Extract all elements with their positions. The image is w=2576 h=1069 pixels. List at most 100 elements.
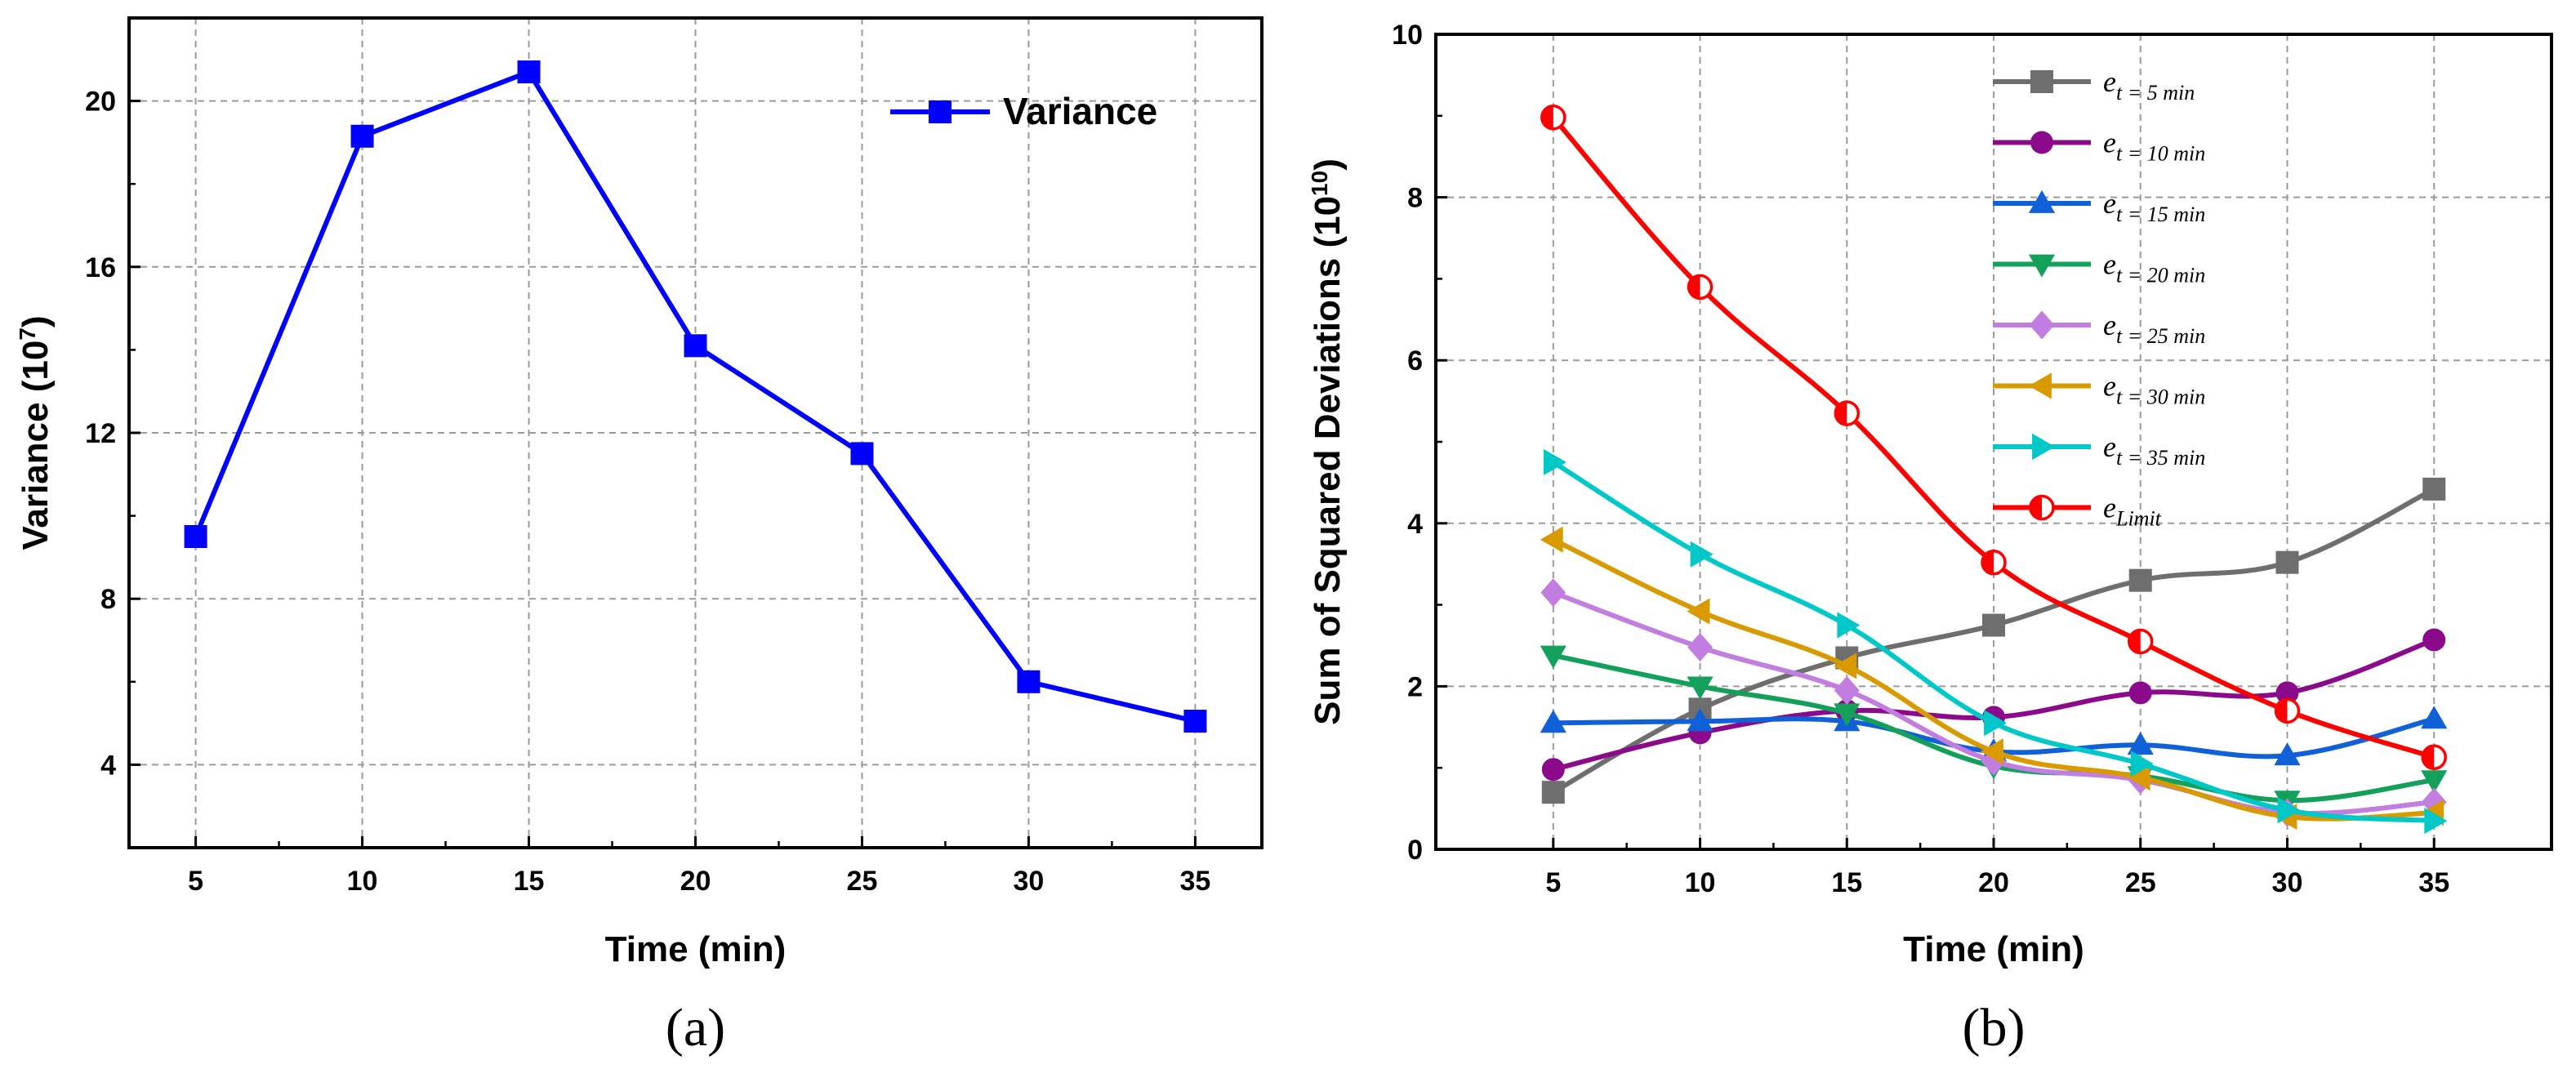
- legend-entry: et = 25 min: [1993, 309, 2205, 348]
- a-y-tick-label: 8: [100, 584, 116, 615]
- b-data-point: [1834, 675, 1860, 705]
- panel-a-ticks: 4 8 12 16 20 5 10 15 20 25 30 35: [85, 87, 1210, 897]
- b-data-point: [1834, 703, 1861, 727]
- panel-b-y-axis-title: Sum of Squared Deviations (1010): [1307, 158, 1348, 725]
- panel-a-label: (a): [666, 998, 725, 1058]
- legend-label: et = 25 min: [2103, 309, 2205, 348]
- legend-marker: [2032, 433, 2056, 461]
- b-data-point: [2274, 697, 2301, 724]
- a-x-tick-label: 35: [1179, 866, 1210, 897]
- legend-entry: et = 35 min: [1993, 430, 2205, 470]
- a-data-point: [684, 334, 707, 358]
- b-data-point: [2421, 770, 2448, 794]
- b-data-point: [1690, 541, 1714, 568]
- a-data-point: [1017, 670, 1041, 693]
- a-data-point: [184, 525, 207, 548]
- legend-entry: eLimit: [1993, 492, 2162, 531]
- b-data-point: [1540, 645, 1567, 669]
- panel-a-y-axis-title-close: ): [16, 315, 56, 327]
- a-data-point: [350, 124, 374, 148]
- b-x-tick-label: 15: [1831, 867, 1862, 898]
- legend-label-base: e: [2103, 492, 2116, 524]
- panel-b-y-axis-title-base: Sum of Squared Deviations (10: [1308, 196, 1348, 725]
- a-x-tick-label: 10: [347, 866, 378, 897]
- panel-a-y-axis-title-base: Variance (10: [16, 341, 56, 550]
- b-x-tick-label: 10: [1685, 867, 1716, 898]
- a-y-tick-label: 20: [85, 87, 116, 118]
- a-x-tick-label: 20: [680, 866, 711, 897]
- b-y-tick-label: 6: [1407, 345, 1423, 376]
- b-data-point: [1687, 598, 1710, 625]
- b-data-point: [1984, 710, 2008, 737]
- a-x-tick-label: 30: [1014, 866, 1045, 897]
- legend-label: Variance: [1003, 90, 1157, 132]
- b-data-point: [1834, 653, 1857, 679]
- b-x-tick-label: 5: [1545, 867, 1561, 898]
- b-data-point: [1982, 613, 2005, 637]
- legend-label-base: e: [2103, 370, 2116, 403]
- b-data-point: [2130, 751, 2154, 777]
- panel-b-y-axis-title-close: ): [1308, 158, 1348, 171]
- b-x-tick-label: 20: [1978, 867, 2009, 898]
- b-x-tick-label: 25: [2125, 867, 2156, 898]
- legend-label-subscript: t = 35 min: [2116, 446, 2205, 470]
- b-x-tick-label: 30: [2272, 867, 2303, 898]
- panel-a-y-axis-title-exponent: 7: [15, 327, 40, 341]
- b-data-point: [2127, 764, 2150, 791]
- panel-b-series: [1540, 105, 2448, 835]
- b-data-point: [1540, 578, 1567, 608]
- legend-label-base: e: [2103, 127, 2116, 159]
- b-data-point: [1687, 708, 1714, 732]
- b-data-point: [2127, 628, 2154, 655]
- legend-label: et = 5 min: [2103, 65, 2195, 105]
- b-data-point: [2422, 628, 2446, 652]
- b-data-point: [2277, 796, 2301, 824]
- b-data-point: [1541, 758, 1565, 782]
- b-data-point: [2424, 807, 2448, 835]
- legend-label-subscript: t = 30 min: [2116, 385, 2205, 409]
- legend-marker: [2030, 131, 2053, 154]
- b-data-point: [1980, 738, 2003, 765]
- b-data-point: [2275, 550, 2299, 574]
- legend-marker: [929, 100, 952, 123]
- legend-entry: et = 20 min: [1993, 248, 2205, 287]
- legend-entry: et = 10 min: [1993, 127, 2205, 166]
- legend-label-base: e: [2103, 65, 2116, 98]
- panel-b-y-axis-title-exponent: 10: [1307, 171, 1332, 196]
- panel-a-legend: Variance: [890, 90, 1157, 132]
- legend-label-subscript: t = 25 min: [2116, 324, 2205, 348]
- panel-a-y-axis-title: Variance (107): [15, 315, 56, 550]
- panel-a-series: [184, 60, 1207, 733]
- b-y-tick-label: 8: [1407, 183, 1423, 214]
- legend-label-base: e: [2103, 309, 2116, 341]
- legend-marker: [2028, 189, 2056, 213]
- legend-marker: [2029, 310, 2055, 340]
- legend-label-subscript: t = 20 min: [2116, 264, 2205, 287]
- b-data-point: [2422, 477, 2446, 501]
- b-data-point: [1540, 710, 1567, 733]
- legend-marker: [2029, 494, 2055, 521]
- b-data-point: [1981, 549, 2007, 576]
- b-data-point: [1834, 400, 1861, 426]
- a-data-point: [517, 60, 541, 84]
- legend-marker: [2028, 372, 2052, 399]
- b-data-point: [1543, 448, 1567, 476]
- b-y-tick-label: 0: [1407, 835, 1423, 866]
- legend-entry: et = 30 min: [1993, 370, 2205, 409]
- legend-label-subscript: t = 5 min: [2116, 81, 2195, 105]
- b-series-6: [1543, 448, 2448, 835]
- b-data-point: [1687, 274, 1714, 301]
- a-data-point: [850, 442, 874, 465]
- b-data-point: [1687, 632, 1713, 661]
- a-series-0: [184, 60, 1207, 733]
- legend-label: et = 30 min: [2103, 370, 2205, 409]
- legend-label-base: e: [2103, 187, 2116, 220]
- panel-b-label: (b): [1963, 998, 2026, 1058]
- panel-b-ticks: 0 2 4 6 8 10 5 10 15 20 25 30 35: [1392, 20, 2449, 898]
- panel-a-grid: [129, 18, 1262, 848]
- legend-entry: et = 5 min: [1993, 65, 2195, 105]
- b-data-point: [2274, 742, 2301, 766]
